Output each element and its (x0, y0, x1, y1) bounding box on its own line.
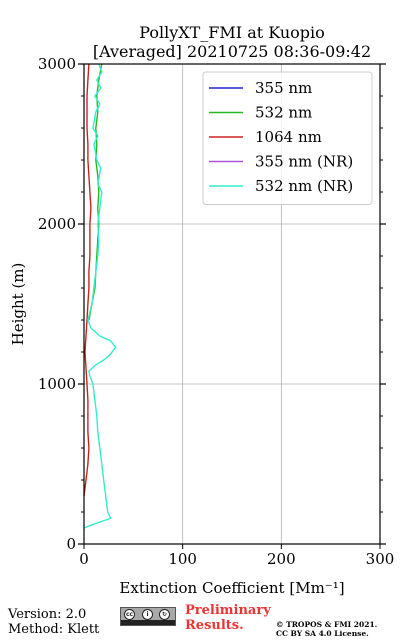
cc-by-sa-badge: cc i ↻ (120, 607, 176, 626)
version-label: Version: 2.0 (8, 607, 87, 622)
x-axis-label: Extinction Coefficient [Mm⁻¹] (119, 579, 344, 597)
chart-title: PollyXT_FMI at Kuopio (139, 23, 325, 42)
x-tick-label: 0 (79, 550, 89, 568)
y-tick-label: 1000 (38, 375, 76, 393)
legend-box (202, 71, 373, 205)
y-tick-label: 3000 (38, 55, 76, 73)
method-label: Method: Klett (8, 622, 100, 637)
preliminary-label: Preliminary (185, 603, 271, 618)
badge-strip (121, 620, 175, 625)
x-tick-label: 100 (168, 550, 197, 568)
chart-subtitle: [Averaged] 20210725 08:36-09:42 (93, 42, 371, 61)
legend-label-1: 532 nm (255, 104, 312, 122)
by-icon: i (142, 609, 153, 620)
sa-icon: ↻ (159, 609, 170, 620)
license-label: CC BY SA 4.0 License. (276, 629, 369, 638)
series-layer (83, 63, 117, 529)
x-tick-label: 200 (267, 550, 296, 568)
series-line-2 (83, 63, 92, 497)
y-axis-label: Height (m) (9, 263, 27, 346)
legend: 355 nm 532 nm 1064 nm 355 nm (NR) 532 nm (NR… (202, 71, 373, 205)
cc-icon: cc (124, 609, 135, 620)
legend-label-0: 355 nm (255, 79, 312, 97)
y-tick-label: 0 (66, 535, 76, 553)
results-label: Results. (185, 618, 244, 633)
legend-label-3: 355 nm (NR) (255, 153, 353, 171)
plot-frame (83, 63, 381, 545)
x-tick-label: 300 (366, 550, 395, 568)
legend-label-4: 532 nm (NR) (255, 177, 353, 195)
series-line-4 (83, 63, 117, 529)
y-tick-label: 2000 (38, 215, 76, 233)
legend-label-2: 1064 nm (255, 128, 322, 146)
copyright-label: © TROPOS & FMI 2021. (276, 620, 378, 629)
